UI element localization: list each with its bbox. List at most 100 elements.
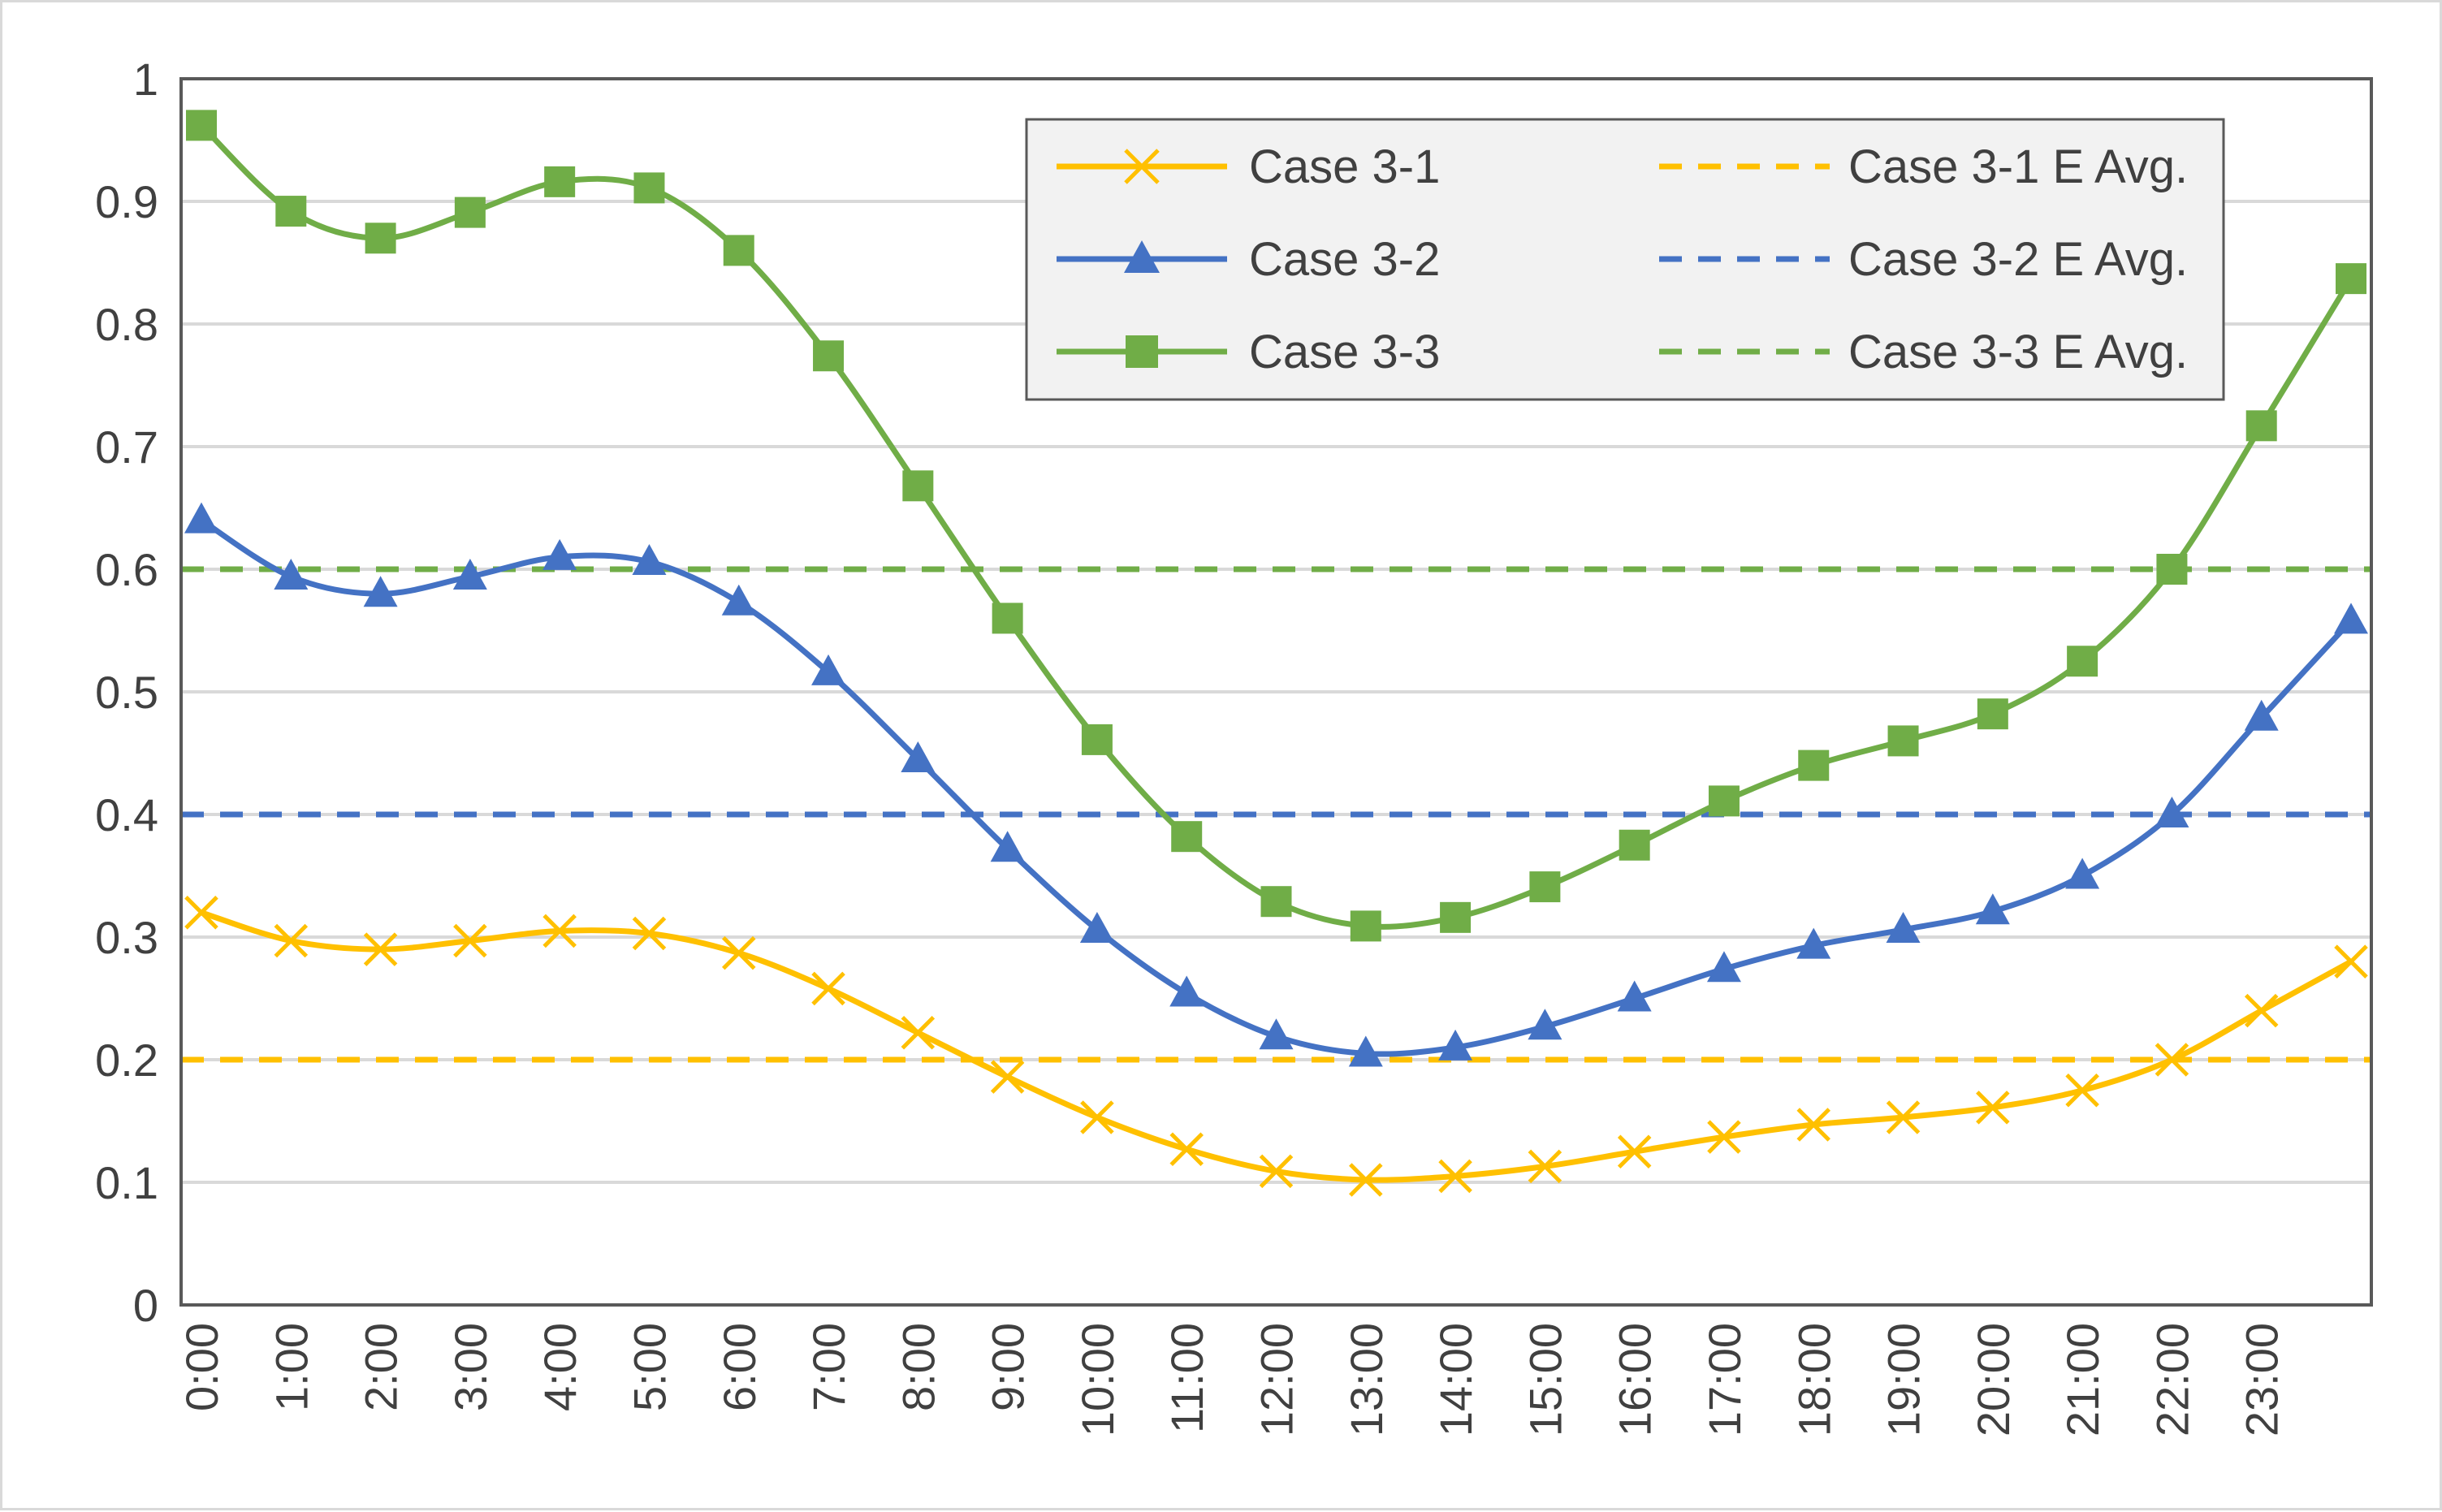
data-point-case-3-2 xyxy=(2334,603,2368,634)
data-point-case-3-1 xyxy=(184,896,218,930)
data-point-case-3-2 xyxy=(632,543,667,575)
legend-marker-case-3-1 xyxy=(1124,149,1160,184)
data-point-case-3-1 xyxy=(1886,1100,1921,1134)
x-tick-label: 4:00 xyxy=(534,1323,586,1411)
data-point-case-3-3 xyxy=(1081,724,1113,755)
y-tick-label: 0.5 xyxy=(95,667,158,718)
data-point-case-3-3 xyxy=(1798,750,1830,781)
data-point-case-3-2 xyxy=(1796,927,1831,959)
legend-label-case-3-3: Case 3-3 xyxy=(1249,326,1440,378)
data-point-case-3-1 xyxy=(1349,1163,1383,1197)
data-point-case-3-2 xyxy=(363,576,398,607)
data-point-case-3-3 xyxy=(1260,886,1292,918)
data-point-case-3-1 xyxy=(2065,1073,2099,1108)
y-tick-label: 0.2 xyxy=(95,1035,158,1086)
data-point-case-3-2 xyxy=(1079,911,1114,943)
data-point-case-3-2 xyxy=(184,502,218,534)
legend: Case 3-1 Case 3-2 Case 3-3 Case 3-1 E Avg. C… xyxy=(1025,118,2225,401)
x-tick-label: 23:00 xyxy=(2237,1323,2288,1436)
x-tick-label: 22:00 xyxy=(2146,1323,2198,1436)
data-point-case-3-1 xyxy=(363,932,398,966)
data-point-case-3-3 xyxy=(1887,725,1919,757)
data-point-case-3-3 xyxy=(2245,410,2277,442)
data-point-case-3-1 xyxy=(721,935,756,970)
data-point-case-3-3 xyxy=(1171,821,1203,853)
data-point-case-3-2 xyxy=(2244,699,2279,731)
data-point-case-3-3 xyxy=(1619,829,1650,861)
y-axis-tick-labels: 0 0.1 0.2 0.3 0.4 0.5 0.6 0.7 0.8 0.9 1 xyxy=(95,54,158,1331)
data-point-case-3-3 xyxy=(2067,646,2098,677)
data-point-case-3-1 xyxy=(1080,1100,1114,1134)
x-tick-label: 9:00 xyxy=(983,1323,1034,1411)
x-tick-label: 8:00 xyxy=(893,1323,944,1411)
data-point-case-3-2 xyxy=(1438,1029,1473,1061)
y-tick-label: 0.9 xyxy=(95,176,158,227)
x-tick-label: 1:00 xyxy=(266,1323,317,1411)
plot-area-frame xyxy=(179,77,2373,1307)
data-point-case-3-3 xyxy=(2156,554,2188,585)
data-point-case-3-2 xyxy=(1706,951,1741,983)
data-point-case-3-2 xyxy=(811,654,846,685)
x-tick-label: 3:00 xyxy=(445,1323,496,1411)
x-tick-label: 19:00 xyxy=(1878,1323,1930,1436)
y-tick-label: 0.6 xyxy=(95,544,158,595)
data-point-case-3-3 xyxy=(186,110,217,141)
legend-label-case-3-1-e-avg: Case 3-1 E Avg. xyxy=(1848,140,2188,193)
data-point-case-3-3 xyxy=(454,197,486,228)
data-point-case-3-1 xyxy=(1259,1154,1294,1189)
y-tick-label: 0.4 xyxy=(95,789,158,840)
data-point-case-3-2 xyxy=(1886,911,1921,943)
legend-label-case-3-1: Case 3-1 xyxy=(1249,140,1440,193)
data-point-case-3-2 xyxy=(721,584,756,616)
x-tick-label: 6:00 xyxy=(714,1323,765,1411)
data-point-case-3-2 xyxy=(2155,797,2189,827)
data-point-case-3-2 xyxy=(1169,975,1204,1007)
data-point-case-3-1 xyxy=(1528,1149,1562,1184)
x-tick-label: 16:00 xyxy=(1610,1323,1661,1436)
legend-marker-case-3-3 xyxy=(1126,335,1158,368)
data-point-case-3-1 xyxy=(1438,1159,1472,1194)
x-tick-label: 12:00 xyxy=(1251,1323,1303,1436)
data-point-case-3-1 xyxy=(1976,1091,2010,1125)
data-point-case-3-3 xyxy=(275,196,307,227)
x-tick-label: 2:00 xyxy=(356,1323,407,1411)
legend-label-case-3-3-e-avg: Case 3-3 E Avg. xyxy=(1848,326,2188,378)
x-tick-label: 15:00 xyxy=(1519,1323,1571,1436)
data-point-case-3-3 xyxy=(365,222,396,254)
data-point-case-3-3 xyxy=(1529,871,1561,903)
x-tick-label: 11:00 xyxy=(1161,1323,1212,1433)
x-tick-label: 20:00 xyxy=(1968,1323,2019,1436)
data-point-case-3-1 xyxy=(1169,1132,1204,1166)
data-point-case-3-1 xyxy=(990,1060,1025,1094)
data-point-case-3-3 xyxy=(544,166,576,197)
data-point-case-3-3 xyxy=(723,235,754,266)
legend-label-case-3-2-e-avg: Case 3-2 E Avg. xyxy=(1848,233,2188,286)
data-point-case-3-1 xyxy=(632,916,667,951)
legend-marker-case-3-2 xyxy=(1124,240,1160,273)
data-point-case-3-2 xyxy=(1348,1035,1383,1067)
data-point-case-3-3 xyxy=(1350,910,1381,942)
data-point-case-3-1 xyxy=(453,923,487,958)
data-point-case-3-1 xyxy=(1707,1120,1741,1154)
series-line-case-3-2 xyxy=(200,517,2353,1057)
x-tick-label: 14:00 xyxy=(1430,1323,1481,1436)
data-point-case-3-1 xyxy=(274,923,309,958)
x-tick-label: 10:00 xyxy=(1072,1323,1123,1436)
y-tick-label: 0 xyxy=(133,1280,158,1331)
y-tick-label: 0.3 xyxy=(95,912,158,963)
x-tick-label: 5:00 xyxy=(624,1323,675,1411)
data-point-case-3-1 xyxy=(542,914,577,948)
data-point-case-3-1 xyxy=(811,971,845,1006)
x-tick-label: 7:00 xyxy=(803,1323,854,1411)
data-point-case-3-2 xyxy=(1617,980,1652,1012)
data-point-case-3-2 xyxy=(542,538,577,570)
data-point-case-3-2 xyxy=(274,559,309,590)
x-tick-label: 0:00 xyxy=(176,1323,227,1411)
y-tick-label: 0.7 xyxy=(95,421,158,473)
data-point-case-3-2 xyxy=(901,741,936,773)
data-point-case-3-1 xyxy=(2334,944,2368,978)
data-point-case-3-1 xyxy=(1796,1108,1831,1142)
x-tick-label: 18:00 xyxy=(1788,1323,1839,1436)
